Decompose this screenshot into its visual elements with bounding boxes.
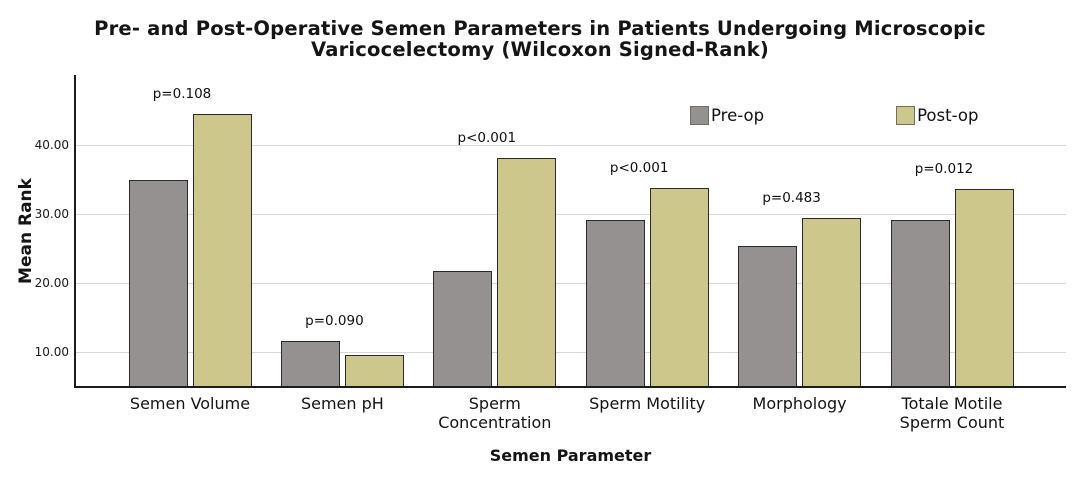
x-category-label-totale-motile-sperm-count: Totale Motile Sperm Count [899, 394, 1005, 432]
x-category-label-semen-ph: Semen pH [300, 394, 384, 413]
p-value-annotation-semen-ph: p=0.090 [305, 312, 364, 329]
y-tick-label: 10.00 [34, 344, 69, 359]
x-category-label-morphology: Morphology [752, 394, 847, 413]
bar-post-op-sperm-concentration [497, 158, 557, 387]
p-value-annotation-totale-motile-sperm-count: p=0.012 [914, 160, 974, 177]
y-tick-label: 30.00 [34, 206, 69, 221]
chart-title: Pre- and Post-Operative Semen Parameters… [0, 18, 1080, 60]
y-tick-label: 40.00 [34, 137, 69, 152]
p-value-annotation-sperm-motility: p<0.001 [609, 159, 669, 176]
chart-title-line2: Varicocelectomy (Wilcoxon Signed-Rank) [310, 38, 769, 61]
x-axis-line [74, 386, 1066, 388]
bar-post-op-totale-motile-sperm-count [954, 188, 1014, 387]
legend-item-postop: Post-op [896, 106, 978, 125]
chart-title-line1: Pre- and Post-Operative Semen Parameters… [94, 17, 986, 40]
legend: Pre-op Post-op [690, 106, 978, 125]
legend-label-preop: Pre-op [711, 106, 765, 125]
p-value-annotation-semen-volume: p=0.108 [152, 86, 212, 103]
bar-post-op-morphology [802, 217, 862, 387]
x-category-label-sperm-motility: Sperm Motility [589, 394, 706, 413]
gridline-30.00 [75, 214, 1066, 216]
x-category-label-sperm-concentration: Sperm Concentration [438, 394, 552, 432]
bar-pre-op-sperm-motility [585, 219, 645, 387]
bar-pre-op-sperm-concentration [433, 270, 493, 387]
postop-color-swatch [896, 106, 916, 125]
bar-post-op-semen-ph [344, 354, 404, 387]
gridline-40.00 [75, 145, 1066, 147]
bar-pre-op-semen-volume [128, 180, 188, 387]
bar-pre-op-totale-motile-sperm-count [890, 219, 950, 387]
p-value-annotation-morphology: p=0.483 [762, 189, 821, 206]
legend-label-postop: Post-op [917, 106, 979, 125]
y-tick-label: 20.00 [34, 275, 69, 290]
preop-color-swatch [690, 106, 709, 125]
bar-post-op-semen-volume [192, 114, 252, 387]
gridline-20.00 [75, 283, 1066, 285]
x-axis-title: Semen Parameter [489, 446, 652, 465]
legend-item-preop: Pre-op [690, 106, 764, 125]
y-axis-line [74, 75, 76, 387]
gridline-10.00 [75, 352, 1066, 354]
p-value-annotation-sperm-concentration: p<0.001 [457, 130, 517, 147]
bar-pre-op-morphology [738, 245, 798, 387]
bar-pre-op-semen-ph [280, 340, 340, 387]
x-category-label-semen-volume: Semen Volume [129, 394, 251, 413]
bar-post-op-sperm-motility [649, 187, 709, 387]
